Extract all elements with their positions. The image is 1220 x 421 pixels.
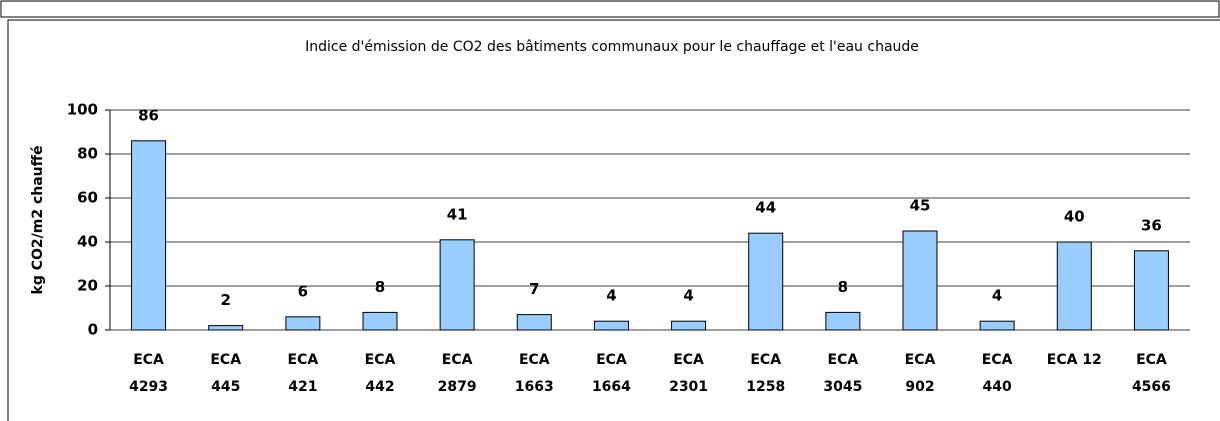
x-tick-label: ECA 902	[905, 352, 936, 395]
bar	[285, 316, 321, 331]
bar	[825, 311, 861, 331]
x-tick-label: ECA 440	[982, 352, 1013, 395]
bar	[979, 320, 1015, 331]
data-label: 4	[606, 287, 616, 305]
data-label: 36	[1141, 216, 1162, 234]
x-tick-label: ECA 1664	[592, 352, 631, 395]
data-label: 45	[910, 197, 931, 215]
bar	[208, 325, 244, 331]
top-frame	[0, 0, 1220, 18]
x-tick-label: ECA 1258	[746, 352, 785, 395]
y-tick-label: 80	[77, 145, 98, 163]
y-tick-label: 100	[67, 101, 98, 119]
x-tick-label: ECA 3045	[823, 352, 862, 395]
bar	[439, 239, 475, 331]
bar	[671, 320, 707, 331]
data-label: 40	[1064, 208, 1085, 226]
x-tick-label: ECA 2879	[438, 352, 477, 395]
bar	[1133, 250, 1169, 331]
data-label: 8	[375, 278, 385, 296]
x-tick-label: ECA 12	[1047, 352, 1102, 368]
chart-frame	[7, 19, 1220, 421]
y-axis-label: kg CO2/m2 chauffé	[30, 146, 46, 295]
x-tick-label: ECA 2301	[669, 352, 708, 395]
data-label: 7	[529, 280, 539, 298]
y-tick-label: 0	[88, 321, 98, 339]
bar	[362, 311, 398, 331]
bar	[516, 314, 552, 331]
data-label: 2	[220, 291, 230, 309]
data-label: 86	[138, 106, 159, 124]
y-tick-label: 60	[77, 189, 98, 207]
bar	[902, 230, 938, 331]
x-tick-label: ECA 442	[365, 352, 396, 395]
bar	[593, 320, 629, 331]
y-tick-label: 20	[77, 277, 98, 295]
x-tick-label: ECA 1663	[515, 352, 554, 395]
data-label: 8	[838, 278, 848, 296]
x-tick-label: ECA 4293	[129, 352, 168, 395]
y-tick-label: 40	[77, 233, 98, 251]
bar	[1056, 241, 1092, 331]
data-label: 6	[298, 282, 308, 300]
bar	[748, 232, 784, 331]
x-tick-label: ECA 421	[288, 352, 319, 395]
bar	[131, 140, 167, 331]
data-label: 4	[683, 287, 693, 305]
x-tick-label: ECA 4566	[1132, 352, 1171, 395]
data-label: 44	[755, 199, 776, 217]
x-tick-label: ECA 445	[210, 352, 241, 395]
data-label: 4	[992, 287, 1002, 305]
chart-title: Indice d'émission de CO2 des bâtiments c…	[305, 39, 919, 55]
data-label: 41	[447, 205, 468, 223]
